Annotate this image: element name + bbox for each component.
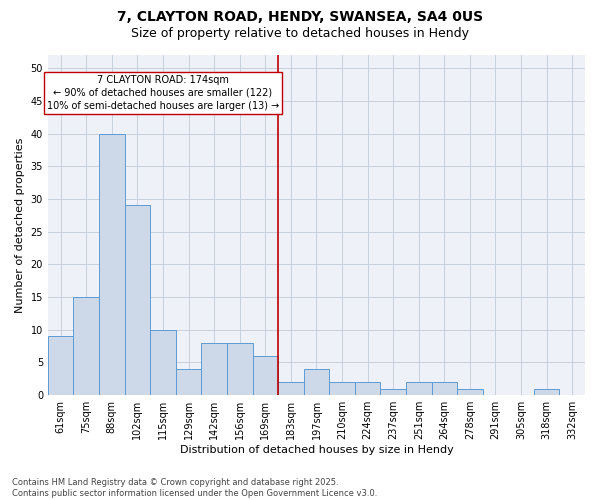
Bar	[329, 382, 355, 395]
Bar	[406, 382, 431, 395]
Bar	[355, 382, 380, 395]
Bar	[99, 134, 125, 395]
Text: Size of property relative to detached houses in Hendy: Size of property relative to detached ho…	[131, 28, 469, 40]
Bar	[202, 343, 227, 395]
Bar	[278, 382, 304, 395]
Bar	[304, 369, 329, 395]
Bar	[534, 388, 559, 395]
X-axis label: Distribution of detached houses by size in Hendy: Distribution of detached houses by size …	[179, 445, 454, 455]
Y-axis label: Number of detached properties: Number of detached properties	[15, 138, 25, 313]
Bar	[176, 369, 202, 395]
Text: 7 CLAYTON ROAD: 174sqm
← 90% of detached houses are smaller (122)
10% of semi-de: 7 CLAYTON ROAD: 174sqm ← 90% of detached…	[47, 74, 279, 111]
Bar	[227, 343, 253, 395]
Bar	[73, 297, 99, 395]
Bar	[48, 336, 73, 395]
Bar	[125, 206, 150, 395]
Bar	[380, 388, 406, 395]
Bar	[150, 330, 176, 395]
Bar	[431, 382, 457, 395]
Bar	[457, 388, 482, 395]
Text: 7, CLAYTON ROAD, HENDY, SWANSEA, SA4 0US: 7, CLAYTON ROAD, HENDY, SWANSEA, SA4 0US	[117, 10, 483, 24]
Text: Contains HM Land Registry data © Crown copyright and database right 2025.
Contai: Contains HM Land Registry data © Crown c…	[12, 478, 377, 498]
Bar	[253, 356, 278, 395]
